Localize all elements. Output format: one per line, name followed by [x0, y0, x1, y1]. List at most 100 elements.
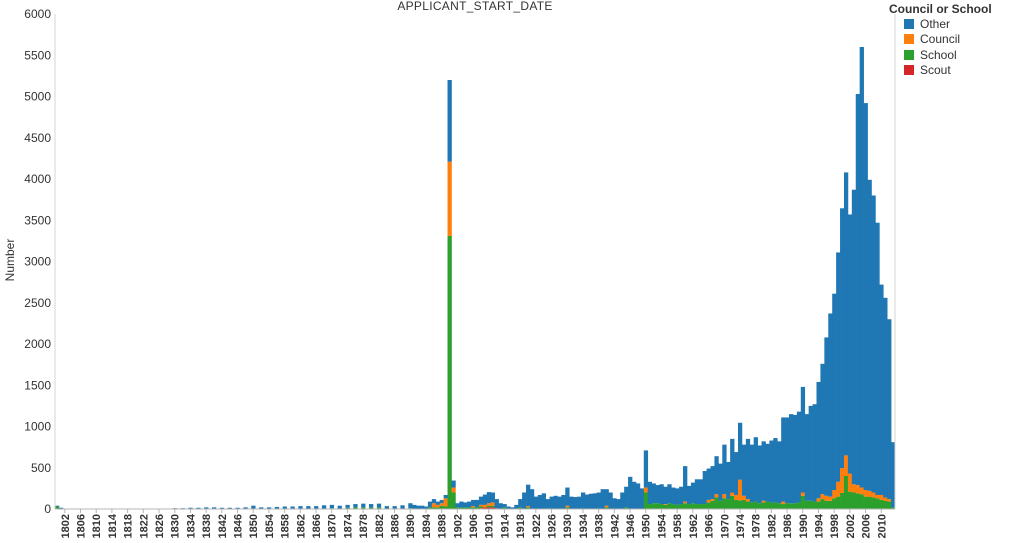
bar-segment-other[interactable] — [361, 503, 366, 508]
bar-segment-school[interactable] — [828, 500, 833, 509]
bar-segment-other[interactable] — [773, 438, 778, 503]
bar-segment-school[interactable] — [765, 501, 770, 509]
bar-segment-school[interactable] — [753, 501, 758, 509]
bar-segment-school[interactable] — [659, 504, 664, 509]
bar-segment-council[interactable] — [730, 492, 735, 496]
bar-segment-school[interactable] — [694, 504, 700, 509]
bar-segment-other[interactable] — [537, 494, 543, 509]
bar-segment-school[interactable] — [741, 499, 747, 509]
bar-segment-other[interactable] — [769, 440, 774, 503]
bar-segment-other[interactable] — [855, 94, 861, 486]
bar-segment-other[interactable] — [863, 103, 868, 491]
bar-segment-other[interactable] — [369, 504, 374, 508]
bar-segment-council[interactable] — [471, 506, 476, 508]
bar-segment-council[interactable] — [824, 495, 829, 501]
bar-segment-school[interactable] — [789, 503, 794, 509]
bar-segment-other[interactable] — [620, 492, 625, 510]
bar-segment-school[interactable] — [459, 507, 464, 509]
bar-segment-school[interactable] — [451, 492, 456, 510]
bar-segment-other[interactable] — [506, 506, 511, 509]
bar-segment-council[interactable] — [875, 494, 880, 499]
bar-segment-council[interactable] — [867, 490, 872, 497]
bar-segment-school[interactable] — [871, 497, 876, 509]
bar-segment-school[interactable] — [369, 507, 374, 509]
bar-segment-other[interactable] — [569, 496, 574, 510]
bar-segment-other[interactable] — [314, 506, 319, 509]
bar-segment-other[interactable] — [321, 505, 327, 509]
bar-segment-other[interactable] — [235, 507, 240, 509]
bar-segment-council[interactable] — [863, 490, 868, 497]
bar-segment-other[interactable] — [616, 499, 621, 509]
bar-segment-other[interactable] — [812, 404, 817, 502]
bar-segment-council[interactable] — [734, 494, 739, 500]
bar-segment-school[interactable] — [804, 500, 809, 509]
bar-segment-school[interactable] — [875, 498, 880, 509]
bar-segment-other[interactable] — [486, 492, 492, 504]
bar-segment-school[interactable] — [471, 507, 476, 509]
bar-segment-other[interactable] — [243, 507, 248, 509]
bar-segment-other[interactable] — [820, 363, 825, 495]
bar-segment-school[interactable] — [851, 492, 857, 510]
bar-segment-other[interactable] — [353, 504, 358, 508]
bar-segment-school[interactable] — [855, 493, 861, 509]
bar-segment-other[interactable] — [251, 505, 256, 509]
bar-segment-other[interactable] — [612, 498, 617, 509]
bar-segment-other[interactable] — [785, 417, 790, 504]
bar-segment-other[interactable] — [730, 438, 735, 493]
bar-segment-other[interactable] — [753, 437, 758, 502]
bar-segment-council[interactable] — [851, 484, 857, 493]
legend-item-other[interactable]: Other — [902, 16, 1024, 32]
legend-item-school[interactable]: School — [902, 47, 1024, 63]
bar-segment-council[interactable] — [565, 505, 570, 508]
bar-segment-other[interactable] — [592, 493, 598, 509]
bar-segment-council[interactable] — [447, 161, 452, 236]
bar-segment-school[interactable] — [361, 507, 366, 509]
bar-segment-council[interactable] — [604, 505, 609, 508]
bar-segment-school[interactable] — [431, 507, 437, 509]
bar-segment-school[interactable] — [604, 507, 609, 509]
bar-segment-other[interactable] — [843, 172, 849, 456]
bar-segment-other[interactable] — [718, 463, 723, 501]
bar-segment-school[interactable] — [486, 505, 492, 508]
bar-segment-other[interactable] — [58, 507, 64, 509]
bar-segment-other[interactable] — [573, 497, 578, 509]
bar-segment-school[interactable] — [796, 502, 802, 509]
bar-segment-other[interactable] — [632, 481, 637, 509]
bar-segment-other[interactable] — [431, 499, 437, 504]
bar-segment-other[interactable] — [298, 506, 303, 509]
bar-segment-school[interactable] — [749, 502, 755, 509]
bar-segment-other[interactable] — [392, 506, 397, 509]
bar-segment-council[interactable] — [714, 494, 719, 498]
bar-segment-other[interactable] — [518, 499, 523, 508]
bar-segment-other[interactable] — [741, 444, 747, 496]
bar-segment-school[interactable] — [698, 504, 704, 509]
bar-segment-other[interactable] — [502, 504, 507, 508]
bar-segment-other[interactable] — [212, 507, 217, 509]
bar-segment-school[interactable] — [435, 507, 441, 509]
bar-segment-other[interactable] — [655, 485, 660, 504]
bar-segment-other[interactable] — [427, 501, 433, 508]
bar-segment-school[interactable] — [808, 500, 813, 509]
bar-segment-other[interactable] — [526, 484, 531, 507]
bar-segment-other[interactable] — [745, 438, 751, 500]
bar-segment-other[interactable] — [749, 444, 755, 503]
bar-segment-school[interactable] — [734, 499, 739, 509]
bar-segment-other[interactable] — [451, 480, 456, 488]
bar-segment-other[interactable] — [639, 488, 645, 510]
bar-segment-school[interactable] — [785, 503, 790, 509]
bar-segment-council[interactable] — [883, 497, 888, 501]
bar-segment-school[interactable] — [867, 496, 872, 510]
bar-segment-school[interactable] — [745, 501, 751, 509]
bar-segment-other[interactable] — [514, 504, 519, 510]
bar-segment-school[interactable] — [518, 507, 523, 509]
bar-segment-other[interactable] — [306, 506, 311, 509]
bar-segment-council[interactable] — [737, 479, 743, 501]
bar-segment-other[interactable] — [702, 471, 707, 505]
bar-segment-council[interactable] — [745, 499, 751, 502]
bar-segment-school[interactable] — [832, 498, 837, 509]
bar-segment-other[interactable] — [867, 179, 872, 491]
bar-segment-council[interactable] — [816, 498, 821, 502]
bar-segment-school[interactable] — [710, 500, 715, 509]
bar-segment-other[interactable] — [828, 313, 833, 497]
bar-segment-other[interactable] — [871, 195, 876, 493]
